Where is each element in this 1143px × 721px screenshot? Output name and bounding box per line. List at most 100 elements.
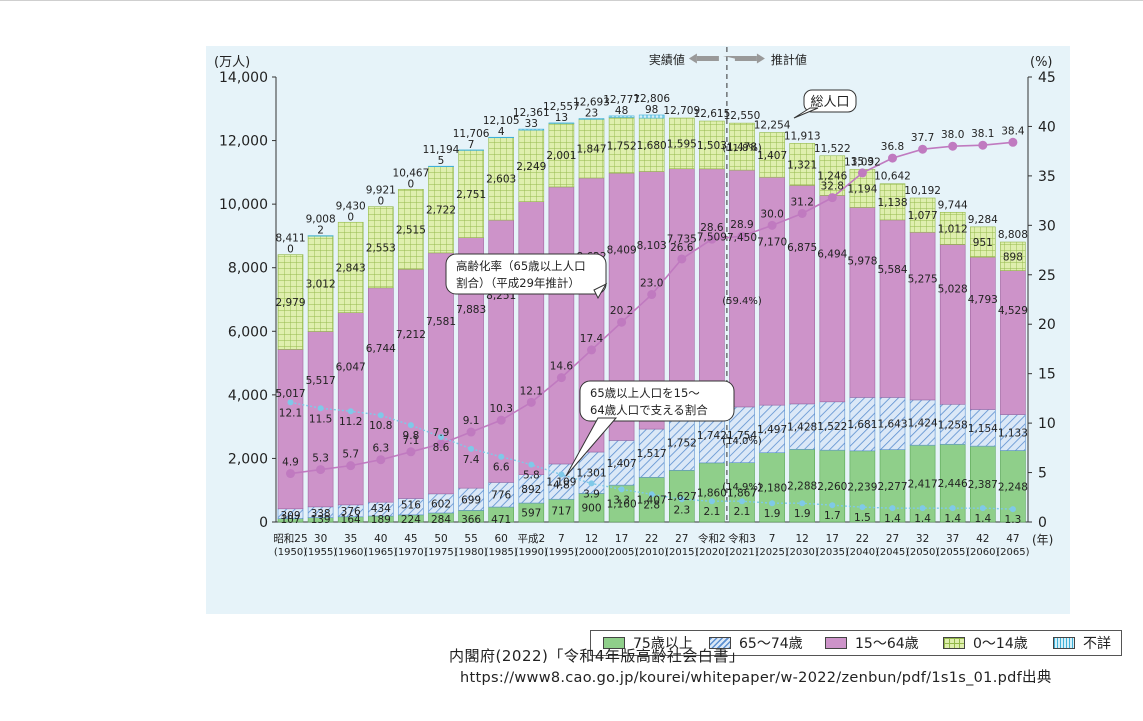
aging-callout-line2: 割合）（平成29年推計） [456, 276, 580, 290]
actual-arrow-head [688, 53, 697, 64]
bar-segment [759, 176, 785, 406]
data-label-unknown: 2 [317, 225, 324, 237]
support-ratio-point [1009, 506, 1016, 513]
x-tick-year: (1985) [485, 547, 518, 558]
x-tick-year: (2025) [755, 547, 788, 558]
data-label: 1,742 [697, 430, 727, 442]
support-ratio-label: 1.4 [974, 513, 991, 525]
bar-segment [277, 254, 304, 350]
x-axis-unit: (年) [1032, 533, 1053, 547]
chart-legend: 75歳以上 65～74歳 15～64歳 0～14歳 不詳 [590, 630, 1122, 656]
support-ratio-point [347, 408, 354, 415]
y2-tick-label: 25 [1038, 268, 1056, 284]
data-label: 2,387 [968, 479, 998, 491]
bar-segment [638, 476, 665, 523]
data-label: 1,109 [546, 477, 576, 489]
x-tick-label: 55 [464, 533, 477, 545]
data-label: 2,180 [757, 482, 787, 494]
aging-rate-label: 28.9 [730, 219, 753, 231]
x-tick-label: 47 [1006, 533, 1019, 545]
source-citation: 内閣府(2022)「令和4年版高齢社会白書」 [449, 647, 745, 665]
support-callout-line1: 65歳以上人口を15～ [590, 386, 700, 400]
data-label: 1,754 [727, 430, 757, 442]
data-label: 2,248 [998, 481, 1028, 493]
total-label: 10,192 [904, 185, 941, 197]
projected-arrow-shaft [734, 56, 757, 61]
support-ratio-label: 2.1 [704, 506, 721, 518]
data-label: 2,446 [938, 478, 968, 490]
support-ratio-point [708, 498, 715, 505]
total-label: 9,744 [938, 199, 968, 211]
data-label: 471 [491, 514, 511, 526]
aging-rate-point [496, 415, 506, 425]
x-tick-year: (2050) [906, 547, 939, 558]
total-label: 10,642 [874, 171, 911, 183]
total-pop-label: 総人口 [810, 95, 849, 110]
data-label: 1,258 [938, 419, 968, 431]
support-ratio-point [468, 445, 475, 452]
support-ratio-label: 2.3 [673, 504, 690, 516]
y-tick-label: 0 [259, 515, 268, 531]
data-label: 366 [461, 514, 481, 526]
x-tick-year: (1995) [545, 547, 578, 558]
data-label: 5,584 [877, 264, 907, 276]
total-label: 12,361 [513, 107, 550, 119]
data-label: 164 [341, 514, 361, 526]
actual-arrow-shaft [696, 56, 719, 61]
data-label: 376 [341, 506, 361, 518]
aging-rate-point [767, 220, 777, 230]
aging-rate-point [978, 140, 988, 150]
data-label-unknown: 5 [438, 155, 445, 167]
legend-swatch [603, 637, 625, 649]
bar-segment [939, 403, 966, 445]
x-tick-label: 22 [645, 533, 658, 545]
support-ratio-point [438, 433, 444, 440]
data-label: 1,133 [998, 428, 1028, 440]
data-label: 189 [371, 514, 391, 526]
total-label: 11,913 [784, 130, 821, 142]
aging-rate-label: 17.4 [580, 333, 604, 345]
data-label: 2,515 [396, 224, 426, 236]
bar-segment [608, 115, 635, 118]
data-label-unknown: 23 [585, 108, 598, 120]
data-label: 1,627 [667, 491, 697, 503]
y2-tick-label: 40 [1038, 119, 1056, 135]
bar-segment [729, 462, 755, 523]
legend-label: 15～64歳 [855, 636, 919, 652]
total-label: 12,806 [633, 93, 670, 105]
aging-rate-label: 30.0 [760, 208, 783, 220]
bar-segment [969, 409, 996, 447]
data-label: 2,277 [877, 481, 907, 493]
x-tick-year: (2055) [936, 547, 969, 558]
aging-rate-label: 38.4 [1001, 125, 1025, 137]
data-label-unknown: 13 [555, 112, 568, 124]
data-label-unknown: 4 [498, 126, 505, 138]
bar-segment [428, 165, 454, 167]
bar-segment [969, 256, 996, 410]
data-label: 309 [280, 510, 300, 522]
data-label: 107 [280, 514, 300, 526]
x-tick-label: 32 [916, 533, 929, 545]
aging-rate-label: 32.8 [821, 181, 844, 193]
total-label: 11,194 [423, 144, 460, 156]
x-tick-label: 50 [434, 533, 447, 545]
data-label: 8,103 [637, 240, 667, 252]
aging-rate-point [376, 455, 386, 465]
aging-rate-point [406, 447, 416, 457]
support-ratio-label: 12.1 [279, 407, 302, 419]
bar-segment [578, 118, 605, 120]
aging-rate-label: 7.9 [433, 427, 450, 439]
data-label: 1,681 [847, 419, 877, 431]
y2-tick-label: 5 [1038, 466, 1047, 482]
bar-segment [699, 120, 725, 170]
data-label: 6,744 [366, 343, 396, 355]
bar-segment [819, 155, 846, 196]
chart-panel: 14,000 12,000 10,000 8,000 6,000 4,000 2,000 0 (… [206, 46, 1122, 656]
data-label: 5,017 [275, 388, 305, 400]
data-label: 1,860 [697, 487, 727, 499]
bar-segment [488, 136, 515, 139]
aging-rate-point [466, 427, 476, 437]
x-tick-year: (2035) [816, 547, 849, 558]
aging-callout [445, 253, 607, 295]
data-label: 602 [431, 498, 451, 510]
